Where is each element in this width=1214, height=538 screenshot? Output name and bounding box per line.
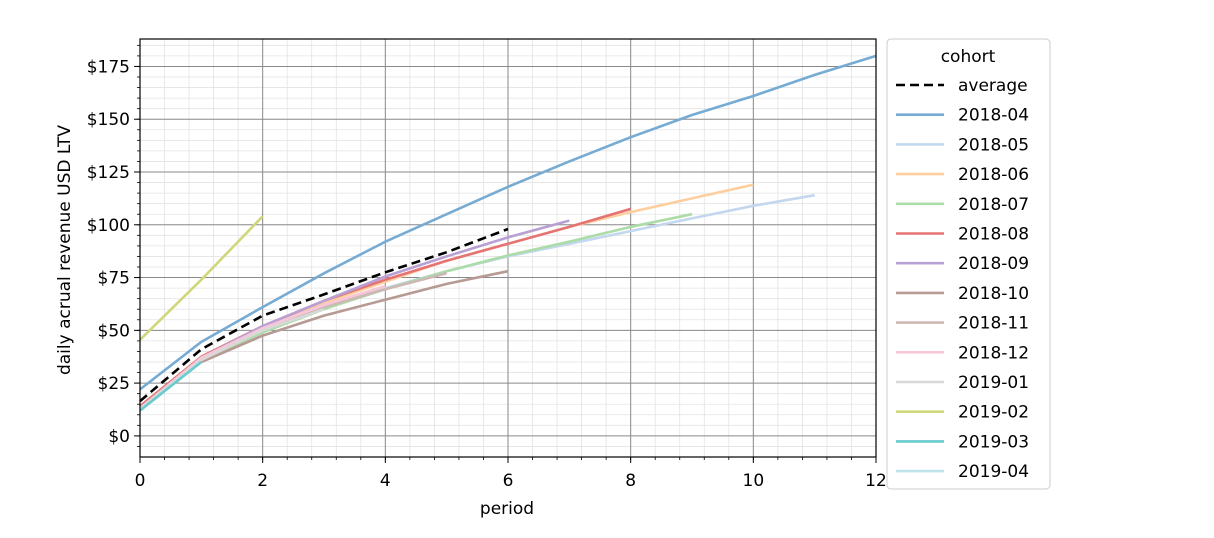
major-grid <box>139 39 877 457</box>
legend-label-2019-01: 2019-01 <box>958 373 1029 393</box>
minor-ticks <box>137 44 877 460</box>
series-line-2019-03 <box>139 360 203 412</box>
series-line-2018-10 <box>139 269 509 410</box>
y-ticks: $0 $25 $50 $75 $100 $125 $150 $175 <box>87 57 140 447</box>
legend-label-2018-05: 2018-05 <box>958 135 1029 155</box>
legend-label-2018-12: 2018-12 <box>958 343 1029 363</box>
x-tick-label: 10 <box>743 471 765 491</box>
x-tick-label: 6 <box>503 471 514 491</box>
legend-label-average: average <box>958 76 1028 96</box>
y-tick-label: $50 <box>98 321 130 341</box>
legend-label-2018-09: 2018-09 <box>958 254 1029 274</box>
series-line-average <box>139 227 509 403</box>
series-line-2018-06 <box>139 183 754 410</box>
legend-label-2018-06: 2018-06 <box>958 165 1029 185</box>
series-lines <box>139 54 877 412</box>
x-tick-label: 12 <box>865 471 887 491</box>
legend-title: cohort <box>941 47 996 67</box>
y-tick-label: $100 <box>87 216 130 236</box>
y-axis-label: daily acrual revenue USD LTV <box>55 125 75 375</box>
legend-label-2018-08: 2018-08 <box>958 225 1029 245</box>
legend: cohort average 2018-04 2018-05 2018-06 2018-… <box>886 38 1051 490</box>
legend-label-2018-11: 2018-11 <box>958 314 1029 334</box>
series-line-2018-07 <box>139 212 693 410</box>
legend-label-2018-04: 2018-04 <box>958 106 1029 126</box>
legend-label-2018-10: 2018-10 <box>958 284 1029 304</box>
x-axis-label: period <box>480 499 534 519</box>
legend-entries: average 2018-04 2018-05 2018-06 2018-07 2018-… <box>896 76 1029 482</box>
y-tick-label: $75 <box>98 269 130 289</box>
series-line-2018-05 <box>139 193 815 410</box>
y-tick-label: $175 <box>87 57 130 77</box>
x-ticks: 0 2 4 6 8 10 12 <box>135 457 887 491</box>
x-tick-label: 0 <box>135 471 146 491</box>
y-tick-label: $25 <box>98 374 130 394</box>
x-tick-label: 2 <box>257 471 268 491</box>
legend-label-2019-04: 2019-04 <box>958 462 1029 482</box>
series-line-2019-02 <box>139 215 264 341</box>
legend-label-2019-03: 2019-03 <box>958 432 1029 452</box>
series-line-2019-01 <box>139 307 325 410</box>
y-tick-label: $150 <box>87 110 130 130</box>
series-line-2018-09 <box>139 219 570 410</box>
series-line-2018-04 <box>139 54 877 391</box>
x-tick-label: 8 <box>625 471 636 491</box>
legend-label-2019-02: 2019-02 <box>958 403 1029 423</box>
legend-box <box>886 38 1051 490</box>
x-tick-label: 4 <box>380 471 391 491</box>
y-tick-label: $0 <box>108 427 130 447</box>
legend-label-2018-07: 2018-07 <box>958 195 1029 215</box>
y-tick-label: $125 <box>87 163 130 183</box>
